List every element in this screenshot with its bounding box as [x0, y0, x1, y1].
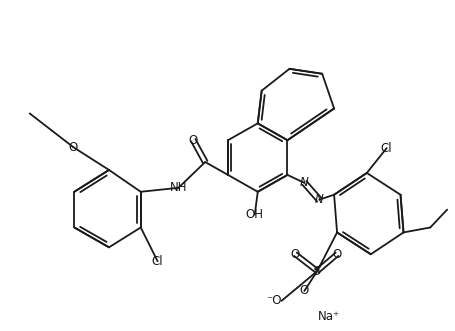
- Text: O: O: [291, 248, 300, 261]
- Text: O: O: [333, 248, 342, 261]
- Text: ⁻O: ⁻O: [266, 294, 282, 307]
- Text: Cl: Cl: [152, 255, 163, 268]
- Text: N: N: [315, 193, 324, 206]
- Text: OH: OH: [246, 208, 264, 221]
- Text: O: O: [189, 134, 198, 147]
- Text: Cl: Cl: [381, 142, 393, 155]
- Text: Na⁺: Na⁺: [318, 310, 340, 323]
- Text: N: N: [300, 176, 309, 189]
- Text: O: O: [69, 141, 78, 154]
- Text: NH: NH: [170, 181, 187, 194]
- Text: O: O: [300, 284, 309, 298]
- Text: S: S: [313, 264, 321, 278]
